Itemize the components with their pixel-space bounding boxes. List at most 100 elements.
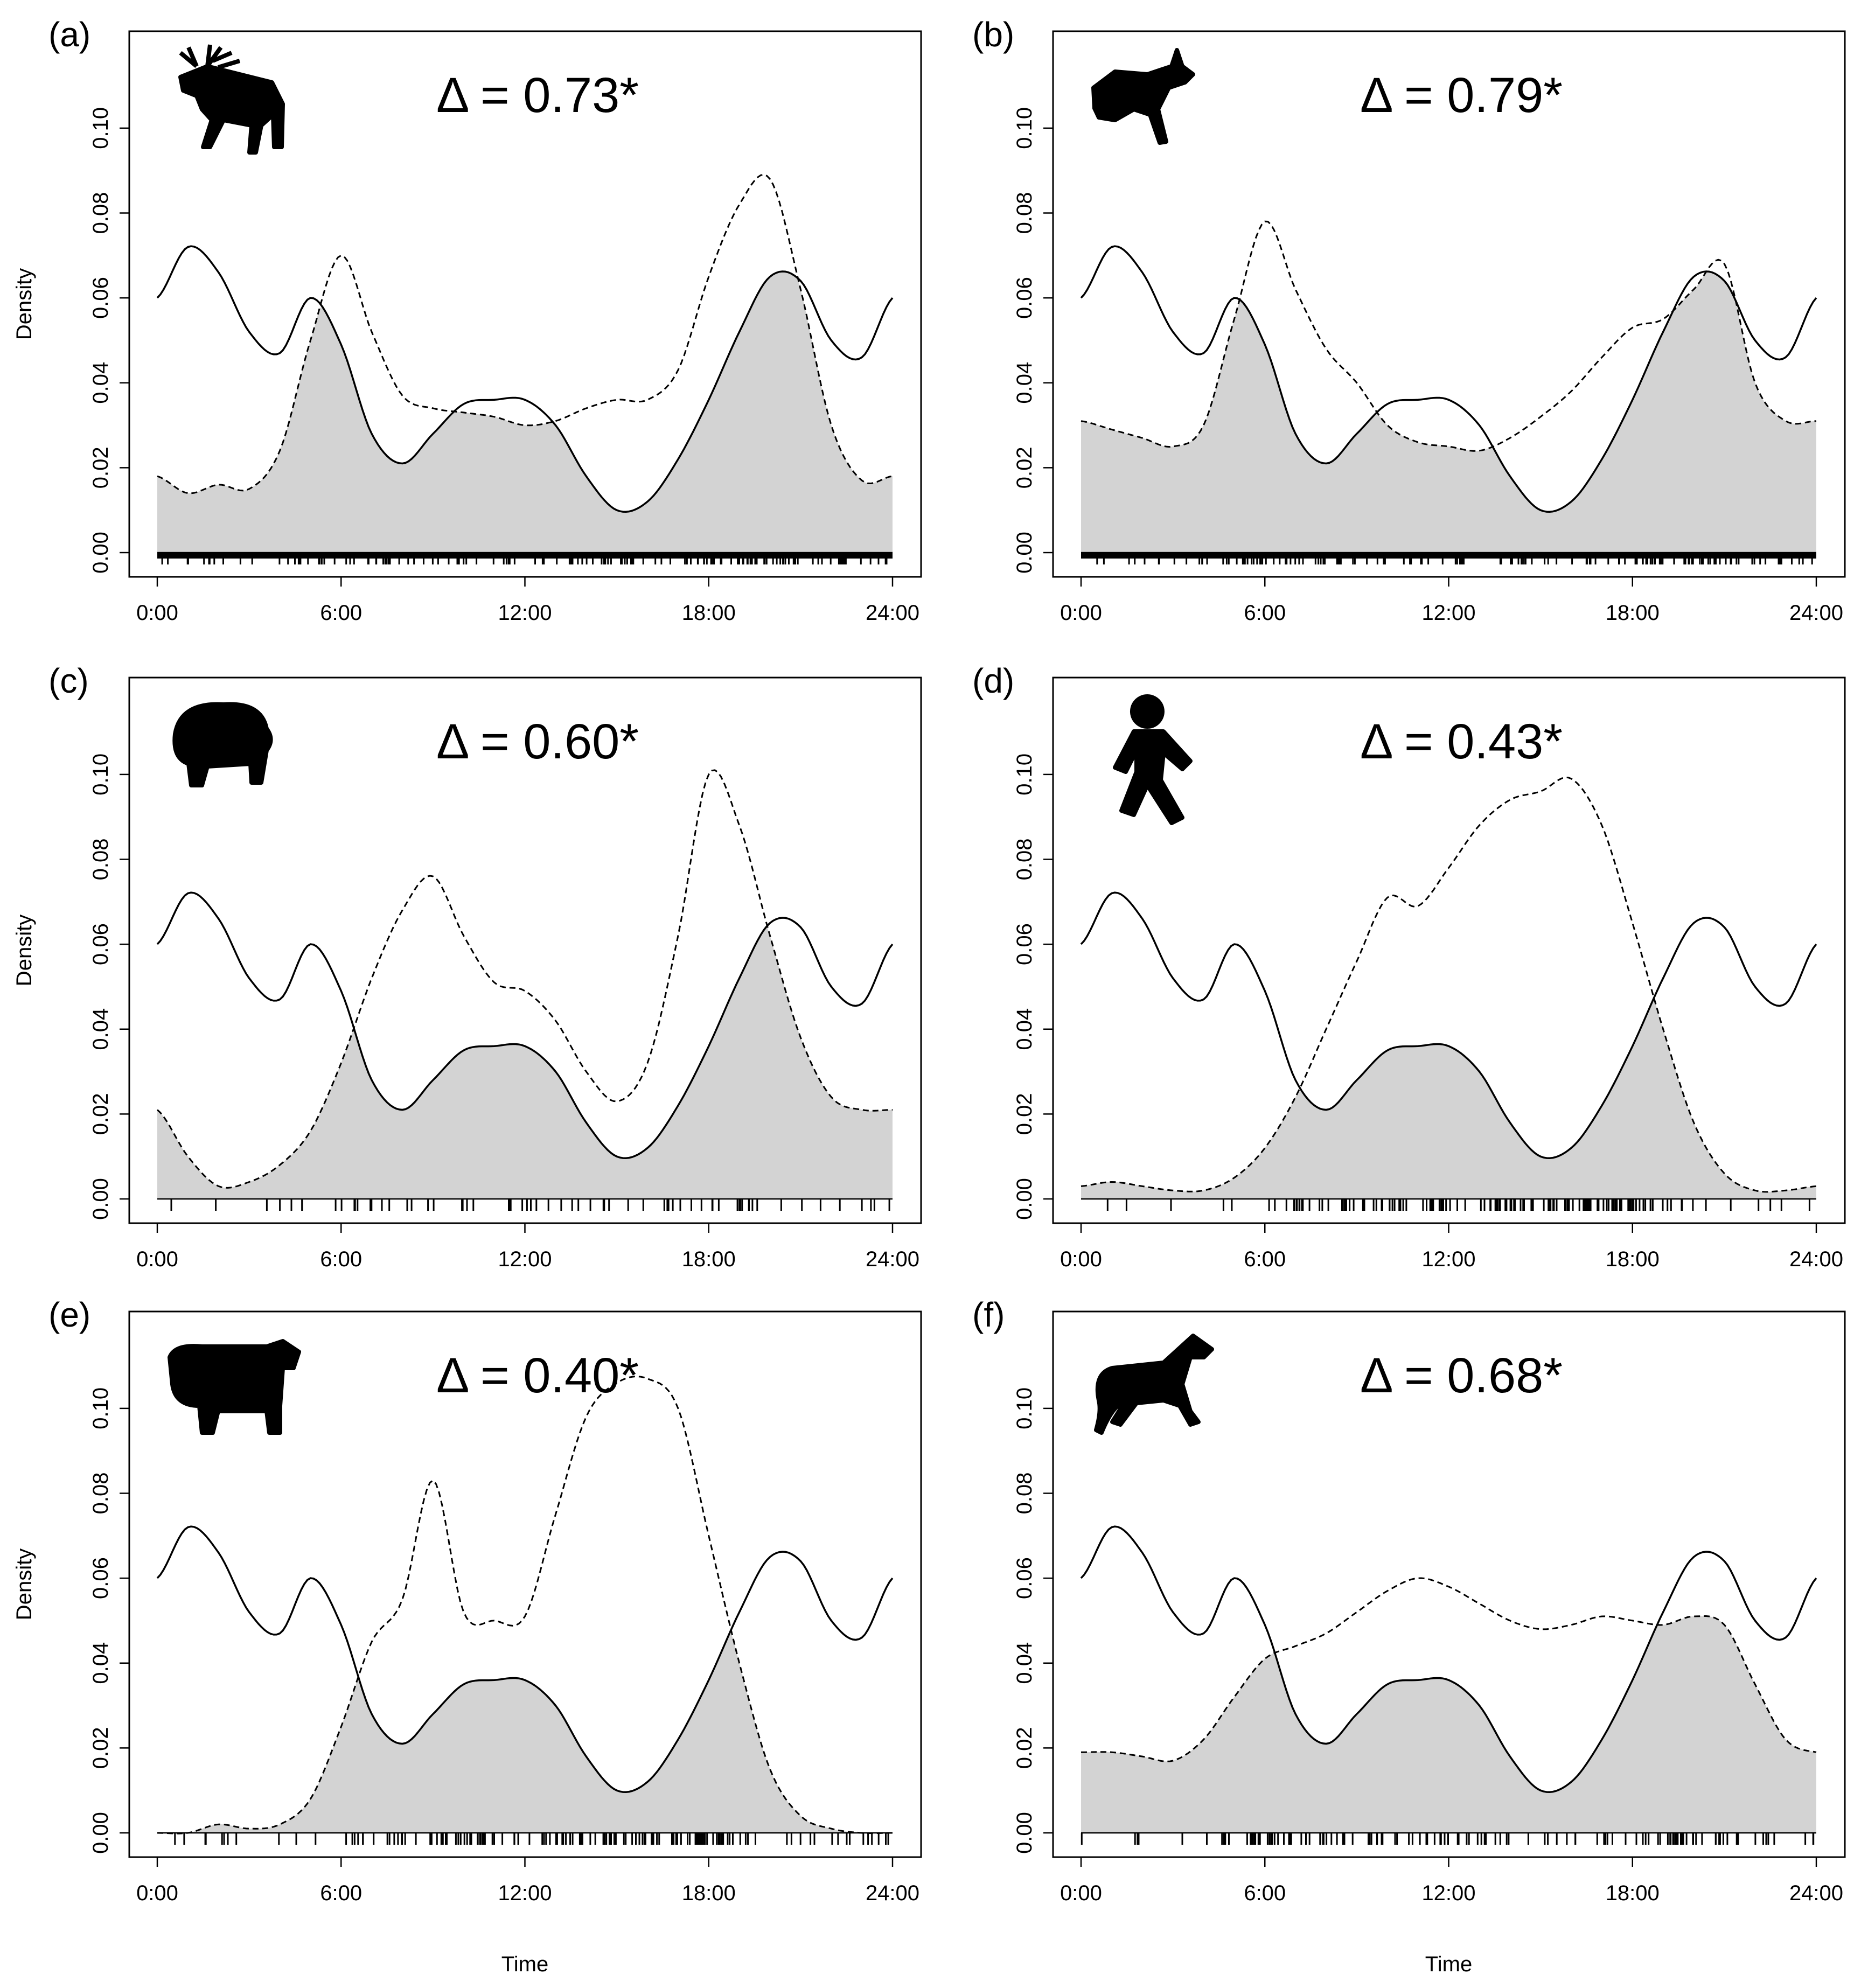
- deer-icon: [1091, 48, 1195, 145]
- x-tick-label: 18:00: [1606, 601, 1660, 625]
- rug-ticks: [170, 1199, 890, 1211]
- x-tick-label: 6:00: [1244, 601, 1286, 625]
- x-tick-label: 12:00: [1421, 1247, 1475, 1271]
- y-tick-label: 0.02: [89, 447, 113, 489]
- rug-ticks: [1106, 1199, 1810, 1211]
- x-tick-label: 6:00: [320, 1881, 362, 1905]
- x-tick-label: 12:00: [1421, 1881, 1475, 1905]
- rug-ticks: [157, 553, 893, 564]
- panel-label: (d): [972, 661, 1014, 700]
- x-tick-label: 0:00: [136, 1881, 178, 1905]
- y-tick-label: 0.04: [89, 362, 113, 404]
- x-tick-label: 24:00: [1789, 1247, 1843, 1271]
- x-tick-label: 12:00: [1421, 601, 1475, 625]
- y-tick-label: 0.10: [1013, 754, 1036, 796]
- rug-ticks: [1081, 1833, 1815, 1845]
- x-tick-label: 18:00: [1606, 1881, 1660, 1905]
- rug-band: [1081, 553, 1816, 559]
- y-tick-label: 0.04: [1013, 1008, 1036, 1050]
- y-tick-label: 0.06: [1013, 923, 1036, 965]
- rug-band: [157, 553, 893, 559]
- y-tick-label: 0.08: [89, 1473, 113, 1515]
- overlap-area: [157, 271, 893, 553]
- x-tick-label: 24:00: [866, 1247, 919, 1271]
- reference-density-line: [156, 245, 894, 513]
- y-tick-label: 0.06: [89, 277, 113, 319]
- panel-f: 0.00 0.02 0.04 0.06 0.08 0.10 0:00 6:00 12:00 18:…: [972, 1295, 1846, 1976]
- reference-density-line: [1080, 1525, 1817, 1793]
- y-tick-label: 0.06: [1013, 1557, 1036, 1599]
- overlap-coefficient: Δ = 0.60*: [436, 714, 639, 769]
- y-tick-label: 0.06: [89, 923, 113, 965]
- comparison-density-line: [157, 173, 893, 494]
- panel-label: (e): [48, 1295, 90, 1334]
- x-tick-label: 12:00: [498, 1247, 552, 1271]
- overlap-coefficient: Δ = 0.73*: [436, 68, 639, 123]
- y-axis-title: Density: [12, 268, 36, 340]
- horse-icon: [1094, 1334, 1214, 1435]
- reference-density-line: [156, 891, 894, 1159]
- x-tick-label: 6:00: [320, 601, 362, 625]
- dog-icon: [172, 702, 273, 787]
- y-tick-label: 0.00: [89, 1178, 113, 1220]
- comparison-density-line: [1081, 1577, 1817, 1763]
- overlap-area: [157, 1631, 893, 1833]
- y-tick-label: 0.08: [1013, 192, 1036, 234]
- x-tick-label: 6:00: [1244, 1881, 1286, 1905]
- y-tick-label: 0.10: [89, 754, 113, 796]
- y-tick-label: 0.10: [89, 1387, 113, 1429]
- panel-c: 0.00 0.02 0.04 0.06 0.08 0.10 0:00 6:00 12:00 18:…: [12, 661, 922, 1271]
- y-tick-label: 0.06: [89, 1557, 113, 1599]
- comparison-density-line: [156, 769, 893, 1189]
- panel-a: 0.00 0.02 0.04 0.06 0.08 0.10 0:00 6:00 12:00 18:…: [12, 15, 922, 625]
- overlap-coefficient: Δ = 0.68*: [1360, 1348, 1563, 1403]
- panel-d: 0.00 0.02 0.04 0.06 0.08 0.10 0:00 6:00 12:00 18:…: [972, 661, 1846, 1271]
- panel-e: 0.00 0.02 0.04 0.06 0.08 0.10 0:00 6:00 12:00 18:…: [12, 1295, 922, 1976]
- y-tick-label: 0.08: [1013, 839, 1036, 881]
- reference-density-line: [156, 1525, 894, 1793]
- y-tick-label: 0.02: [1013, 1093, 1036, 1135]
- x-tick-label: 0:00: [136, 601, 178, 625]
- overlap-area: [157, 926, 893, 1199]
- overlap-area: [1081, 271, 1816, 553]
- y-tick-label: 0.02: [89, 1727, 113, 1769]
- x-axis-title: Time: [1425, 1952, 1472, 1976]
- x-tick-label: 6:00: [320, 1247, 362, 1271]
- y-tick-label: 0.10: [1013, 107, 1036, 149]
- y-tick-label: 0.08: [1013, 1473, 1036, 1515]
- y-tick-label: 0.00: [89, 1812, 113, 1854]
- x-tick-label: 24:00: [1789, 1881, 1843, 1905]
- walking-person-icon: [1113, 694, 1193, 825]
- y-tick-label: 0.04: [89, 1008, 113, 1050]
- y-tick-label: 0.02: [1013, 447, 1036, 489]
- overlap-area: [1081, 1616, 1816, 1833]
- panel-b: 0.00 0.02 0.04 0.06 0.08 0.10 0:00 6:00 12:00 18:…: [972, 15, 1846, 625]
- y-tick-label: 0.00: [89, 532, 113, 574]
- comparison-density-line: [1081, 776, 1817, 1193]
- y-tick-label: 0.04: [1013, 362, 1036, 404]
- overlap-coefficient: Δ = 0.79*: [1360, 68, 1563, 123]
- y-axis-title: Density: [12, 1548, 36, 1620]
- y-axis-title: Density: [12, 915, 36, 986]
- y-tick-label: 0.04: [89, 1642, 113, 1684]
- x-tick-label: 18:00: [682, 1881, 736, 1905]
- x-tick-label: 0:00: [1060, 601, 1102, 625]
- y-tick-label: 0.10: [89, 107, 113, 149]
- panel-label: (a): [48, 15, 90, 54]
- x-tick-label: 24:00: [1789, 601, 1843, 625]
- cow-icon: [168, 1339, 301, 1435]
- y-tick-label: 0.00: [1013, 1812, 1036, 1854]
- y-tick-label: 0.00: [1013, 1178, 1036, 1220]
- x-tick-label: 24:00: [866, 1881, 919, 1905]
- y-tick-label: 0.04: [1013, 1642, 1036, 1684]
- y-tick-label: 0.02: [89, 1093, 113, 1135]
- panel-label: (c): [48, 661, 89, 700]
- panel-label: (b): [972, 15, 1014, 54]
- rug-ticks: [1081, 553, 1816, 564]
- x-tick-label: 6:00: [1244, 1247, 1286, 1271]
- comparison-density-line: [1081, 220, 1817, 452]
- x-tick-label: 0:00: [136, 1247, 178, 1271]
- y-tick-label: 0.06: [1013, 277, 1036, 319]
- y-tick-label: 0.00: [1013, 532, 1036, 574]
